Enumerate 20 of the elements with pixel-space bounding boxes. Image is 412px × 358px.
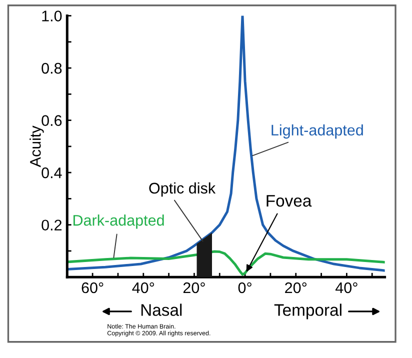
band-label: Optic disk [149, 182, 216, 197]
x-tick-label: 20° [285, 282, 306, 294]
y-axis-title: Acuity [30, 126, 44, 168]
text: Temporal [274, 304, 342, 320]
x-tick-label: 40° [132, 282, 154, 294]
y-tick-label: 0.8 [42, 62, 62, 74]
x-tick-label: 40° [335, 282, 358, 294]
series-label: Light-adapted [272, 124, 363, 139]
series-label: Dark-adapted [73, 214, 164, 229]
x-tick-label: 60° [82, 282, 104, 294]
line-series [67, 250, 385, 276]
y-tick-label: 1.0 [42, 10, 62, 22]
x-tick-label: 0° [238, 282, 252, 294]
y-tick-label: 0.6 [42, 115, 62, 126]
line-series [67, 16, 385, 272]
y-tick-label: 0.4 [42, 167, 62, 178]
text: Nasal [141, 304, 182, 316]
y-tick-label: 0.2 [42, 220, 62, 231]
x-tick-label: 20° [183, 282, 205, 294]
annotation: Fovea [266, 195, 312, 207]
